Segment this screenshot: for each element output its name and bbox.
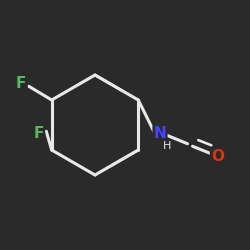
Text: O: O — [211, 149, 224, 164]
Text: F: F — [16, 76, 26, 91]
Text: F: F — [34, 126, 44, 141]
Text: N: N — [154, 126, 166, 141]
Text: H: H — [163, 141, 172, 151]
